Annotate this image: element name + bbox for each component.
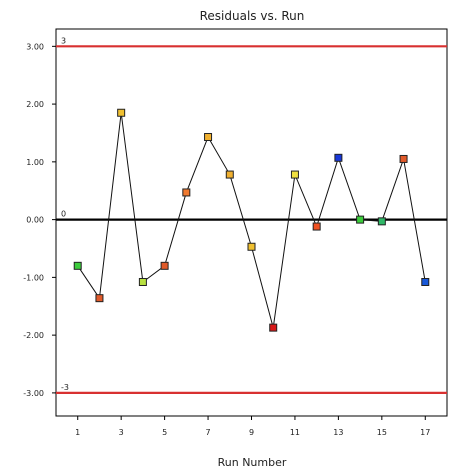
- x-tick-label-0: 1: [75, 428, 80, 437]
- y-tick-label-1: -2.00: [23, 331, 44, 340]
- data-point-run-7: [204, 133, 213, 142]
- data-point-run-3: [117, 108, 126, 117]
- reference-line-label-0: 3: [61, 36, 66, 45]
- reference-line-label-1: 0: [61, 210, 66, 219]
- data-point-run-16: [399, 154, 408, 163]
- data-point-run-9: [247, 242, 256, 251]
- x-tick-label-6: 13: [333, 428, 343, 437]
- data-point-run-12: [312, 222, 321, 231]
- y-tick-label-4: 1.00: [26, 158, 44, 167]
- data-point-run-4: [138, 277, 147, 286]
- x-tick-label-1: 3: [119, 428, 124, 437]
- plot-area: 30-3-3.00-2.00-1.000.001.002.003.001 3 5 7 9…: [23, 28, 448, 437]
- data-point-run-14: [356, 215, 365, 224]
- y-tick-label-2: -1.00: [23, 273, 44, 282]
- y-tick-label-3: 0.00: [26, 216, 44, 225]
- x-tick-label-2: 5: [162, 428, 167, 437]
- chart-title: Residuals vs. Run: [200, 9, 305, 23]
- x-axis-label: Run Number: [218, 456, 287, 469]
- data-point-run-5: [160, 261, 169, 270]
- y-tick-label-0: -3.00: [23, 389, 44, 398]
- x-tick-label-5: 11: [290, 428, 300, 437]
- data-point-run-1: [73, 261, 82, 270]
- data-point-run-8: [225, 170, 234, 179]
- data-point-run-2: [95, 294, 104, 303]
- y-tick-label-5: 2.00: [26, 100, 44, 109]
- data-point-run-15: [377, 217, 386, 226]
- x-tick-label-7: 15: [377, 428, 387, 437]
- y-tick-label-6: 3.00: [26, 42, 44, 51]
- data-point-run-17: [421, 277, 430, 286]
- x-tick-label-3: 7: [206, 428, 211, 437]
- x-tick-label-4: 9: [249, 428, 254, 437]
- data-point-run-13: [334, 153, 343, 162]
- plot-frame: [55, 28, 448, 417]
- reference-line-label-2: -3: [61, 383, 69, 392]
- x-tick-label-8: 17: [420, 428, 430, 437]
- data-point-run-11: [290, 170, 299, 179]
- data-point-run-6: [182, 188, 191, 197]
- data-point-run-10: [269, 323, 278, 332]
